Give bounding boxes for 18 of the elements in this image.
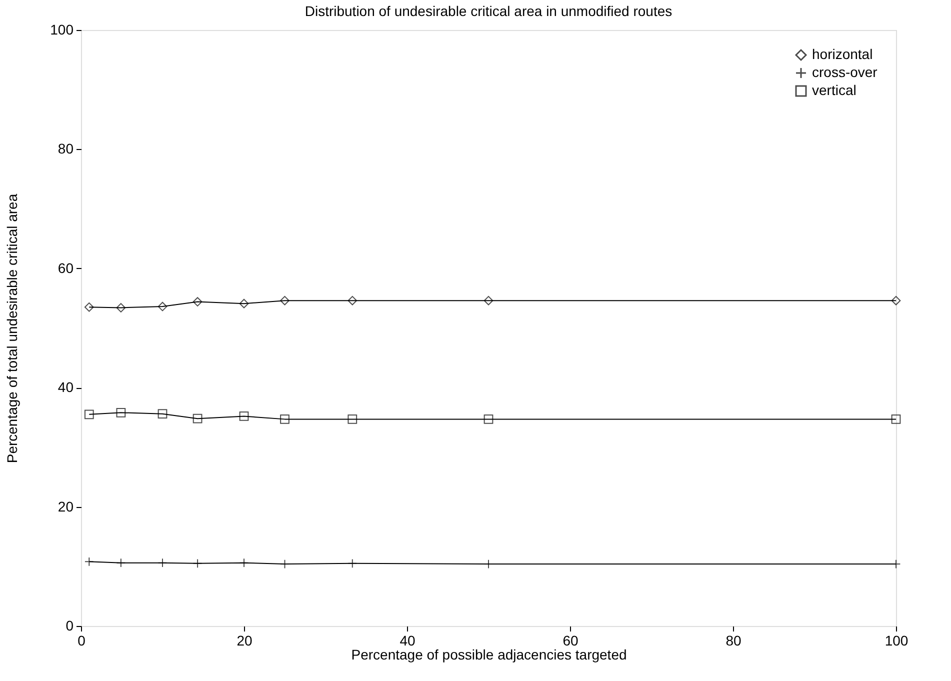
legend-label: cross-over bbox=[812, 64, 878, 80]
x-tick-label: 20 bbox=[236, 632, 252, 648]
x-tick-label: 40 bbox=[400, 632, 416, 648]
x-tick-label: 80 bbox=[726, 632, 742, 648]
y-tick-label: 40 bbox=[58, 379, 74, 396]
y-tick-label: 60 bbox=[58, 260, 74, 276]
legend-label: vertical bbox=[812, 82, 856, 98]
x-tick-label: 60 bbox=[562, 632, 578, 648]
y-tick-label: 80 bbox=[58, 140, 74, 157]
chart-title: Distribution of undesirable critical area in unmodified routes bbox=[304, 3, 672, 19]
x-tick-label: 0 bbox=[78, 632, 86, 648]
x-axis-title: Percentage of possible adjacencies targeted bbox=[351, 646, 627, 662]
legend-label: horizontal bbox=[812, 46, 873, 62]
y-tick-label: 20 bbox=[58, 498, 74, 514]
y-tick-label: 100 bbox=[50, 22, 74, 38]
x-tick-label: 100 bbox=[884, 632, 908, 648]
y-axis-title: Percentage of total undesirable critical area bbox=[4, 194, 20, 464]
y-tick-label: 0 bbox=[66, 618, 74, 634]
